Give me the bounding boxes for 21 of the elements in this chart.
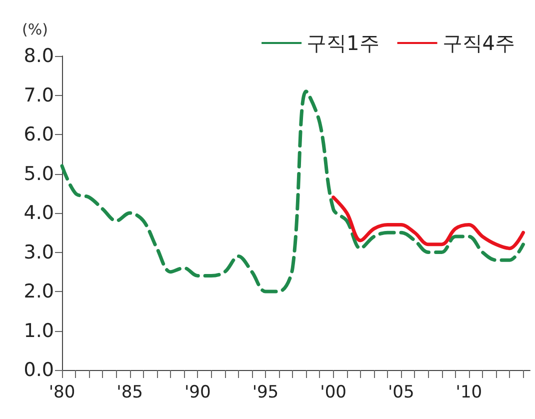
y-tick-label: 5.0: [24, 162, 54, 185]
y-axis-title: (%): [22, 20, 48, 38]
y-tick-label: 1.0: [24, 320, 54, 342]
y-tick-label: 3.0: [24, 241, 54, 264]
line-series: [60, 90, 525, 294]
y-tick-label: 8.0: [24, 45, 54, 67]
x-tick-label: '80: [48, 382, 76, 402]
legend-label: 구직4주: [442, 31, 516, 55]
x-tick-label: '85: [116, 382, 143, 402]
x-tick-label: '05: [388, 382, 414, 402]
x-tick-label: '10: [456, 382, 482, 402]
y-tick-label: 4.0: [24, 202, 54, 224]
y-tick-label: 2.0: [24, 280, 54, 302]
x-tick-label: '90: [184, 382, 211, 402]
y-tick-label: 6.0: [24, 124, 54, 146]
line-series: [332, 196, 525, 250]
y-tick-label: 7.0: [24, 84, 54, 106]
y-tick-label: 0.0: [24, 359, 54, 381]
legend-label: 구직1주: [306, 31, 380, 55]
x-tick-label: '95: [252, 382, 279, 402]
x-tick-label: '00: [320, 382, 346, 402]
